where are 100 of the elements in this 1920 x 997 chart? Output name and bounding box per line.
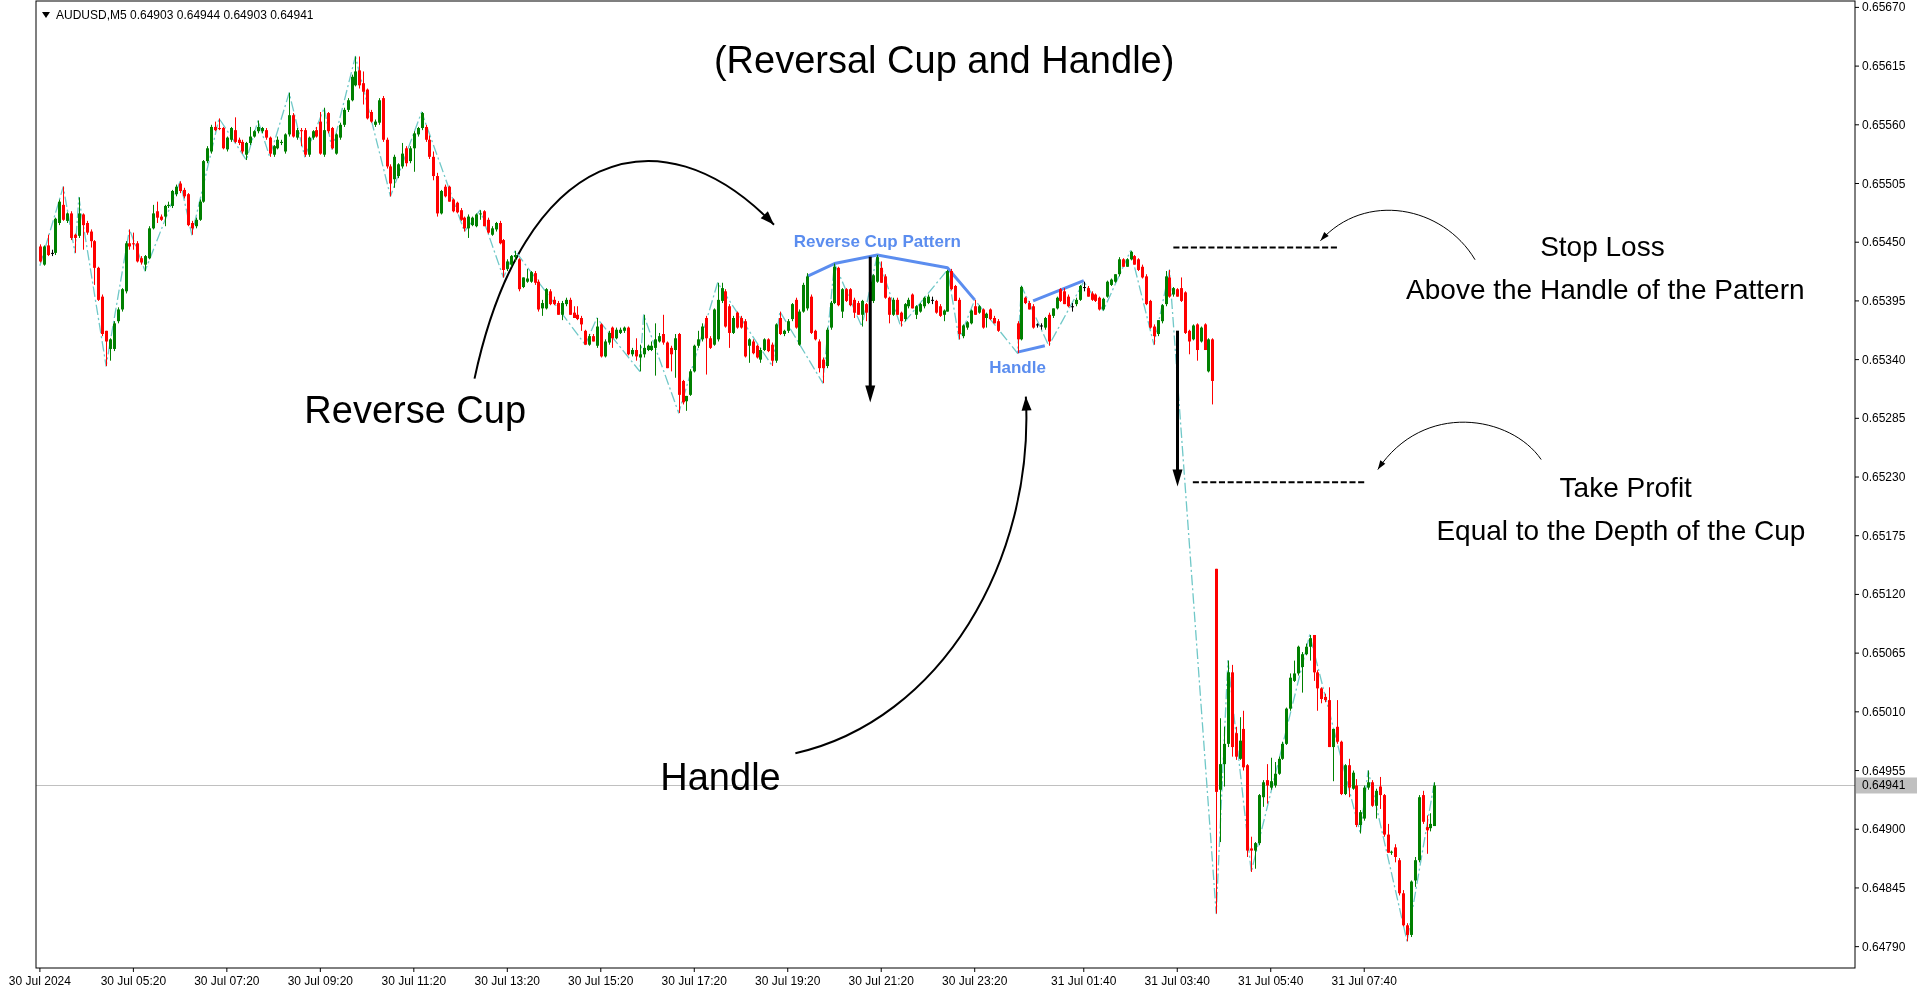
candlestick (292, 112, 295, 139)
candlestick (861, 299, 864, 328)
candlestick (779, 311, 782, 336)
candlestick (1309, 634, 1312, 662)
candlestick (841, 287, 844, 319)
candlestick (635, 337, 638, 362)
candlestick (791, 302, 794, 322)
text: AUDUSD,M5 0.64903 0.64944 0.64903 0.64941 (56, 7, 314, 22)
candlestick (78, 196, 81, 239)
y-tick-label: 0.65065 (1862, 646, 1906, 661)
y-tick-label: 0.65505 (1862, 176, 1906, 191)
candlestick (748, 337, 751, 364)
x-tick-label: 30 Jul 19:20 (755, 974, 821, 988)
candlestick (432, 150, 435, 181)
candlestick (1032, 303, 1035, 330)
candlestick (171, 189, 174, 209)
candlestick (561, 300, 564, 321)
text: (Reversal Cup and Handle) (713, 38, 1175, 81)
candlestick (1270, 757, 1273, 791)
candlestick (701, 322, 704, 342)
candlestick (1017, 320, 1020, 354)
y-tick-label: 0.65175 (1862, 528, 1906, 543)
x-tick-label: 30 Jul 09:20 (287, 974, 354, 988)
candlestick (308, 136, 311, 158)
candlestick (421, 111, 424, 131)
candlestick (639, 344, 642, 372)
y-tick-label: 0.64790 (1862, 939, 1906, 954)
annotation: Equal to the Depth of the Cup (1436, 515, 1806, 547)
x-tick-label: 30 Jul 13:20 (474, 974, 541, 988)
candlestick (1379, 776, 1382, 810)
annotation: Stop Loss (1540, 230, 1665, 262)
candlestick (43, 244, 46, 267)
candlestick (1239, 716, 1242, 761)
candlestick (892, 297, 895, 317)
x-tick-label: 30 Jul 07:20 (194, 974, 260, 988)
annotation: Above the Handle of the Pattern (1406, 273, 1805, 305)
candlestick (1274, 761, 1277, 789)
candlestick (1375, 788, 1378, 820)
y-tick-label: 0.65340 (1862, 352, 1906, 367)
x-tick-label: 31 Jul 07:40 (1331, 974, 1398, 988)
x-tick-label: 30 Jul 11:20 (381, 974, 447, 988)
candlestick (545, 287, 548, 310)
candlestick (1332, 728, 1335, 782)
candlestick (62, 186, 65, 222)
candlestick (393, 154, 396, 189)
candlestick (413, 130, 416, 173)
x-tick-label: 30 Jul 21:20 (848, 974, 915, 988)
x-tick-label: 31 Jul 05:40 (1238, 974, 1304, 988)
y-tick-label: 0.65560 (1862, 117, 1906, 132)
y-tick-label: 0.64845 (1862, 880, 1906, 895)
candlestick (47, 234, 50, 257)
y-tick-label: 0.65670 (1862, 0, 1906, 15)
y-tick-label: 0.65285 (1862, 411, 1906, 426)
y-tick-label: 0.65120 (1862, 587, 1906, 602)
candlestick (440, 189, 443, 215)
candlestick (732, 315, 735, 335)
candlestick (689, 368, 692, 397)
candlestick (288, 92, 291, 138)
candlestick (343, 107, 346, 128)
x-tick-label: 30 Jul 05:20 (100, 974, 167, 988)
series-label: Reverse Cup Pattern (793, 232, 961, 252)
x-tick-label: 31 Jul 03:40 (1144, 974, 1211, 988)
candlestick (1040, 322, 1043, 331)
candlestick (904, 302, 907, 322)
candlestick (1266, 763, 1269, 805)
candlestick (643, 314, 646, 358)
candlestick (156, 201, 159, 224)
candlestick (705, 315, 708, 376)
candlestick (865, 302, 868, 322)
candlestick (249, 126, 252, 146)
x-tick-label: 31 Jul 01:40 (1051, 974, 1117, 988)
candlestick (1414, 856, 1417, 888)
candlestick (222, 126, 225, 150)
candlestick (596, 317, 599, 349)
annotation: Reverse Cup (304, 388, 527, 431)
candlestick (136, 240, 139, 263)
candlestick (1394, 843, 1397, 863)
y-tick-label: 0.64900 (1862, 822, 1906, 837)
candlestick (1301, 651, 1304, 694)
candlestick (1426, 814, 1429, 855)
candlestick (1223, 726, 1226, 788)
candlestick (674, 333, 677, 379)
candlestick (358, 56, 361, 90)
y-tick-label: 0.64955 (1862, 763, 1906, 778)
candlestick (479, 209, 482, 221)
x-tick-label: 30 Jul 23:20 (942, 974, 1008, 988)
candlestick (654, 322, 657, 377)
candlestick (1352, 770, 1355, 791)
candlestick (1367, 770, 1370, 791)
candlestick (467, 213, 470, 239)
ref-line-label: 0.64941 (1862, 778, 1906, 793)
candlestick (1168, 269, 1171, 299)
candlestick (662, 314, 665, 346)
candlestick (1406, 922, 1409, 942)
series-label: Handle (989, 358, 1046, 378)
candlestick (1118, 256, 1121, 277)
candlestick (39, 243, 42, 263)
y-tick-label: 0.65395 (1862, 293, 1906, 308)
annotation: Handle (660, 756, 781, 799)
candlestick (152, 204, 155, 230)
